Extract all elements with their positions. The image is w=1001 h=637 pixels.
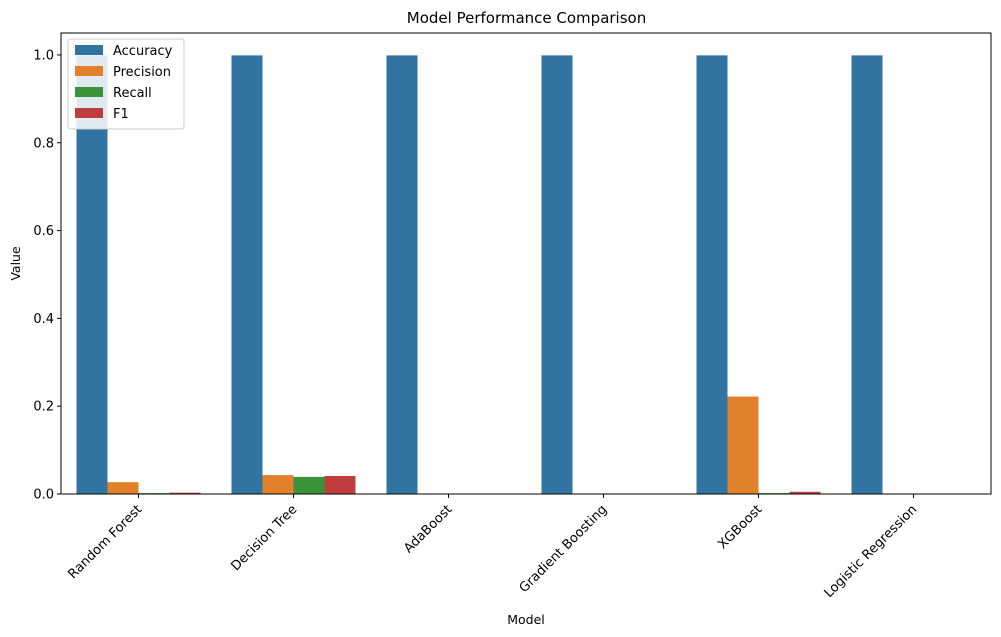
x-tick-label: AdaBoost: [401, 502, 455, 556]
bar-f1-4: [789, 491, 821, 494]
x-tick-label: Logistic Regression: [822, 502, 921, 601]
x-tick-label: Random Forest: [66, 502, 146, 582]
plot-frame: [60, 32, 992, 495]
legend: Accuracy Precision Recall F1: [67, 38, 185, 130]
legend-label-f1: F1: [113, 107, 129, 122]
y-axis: 0.0 0.2 0.4 0.6 0.8 1.0: [33, 48, 61, 503]
legend-swatch-precision: [75, 66, 103, 76]
x-tick-label: Gradient Boosting: [517, 502, 611, 596]
legend-box: [67, 38, 185, 130]
bar-precision-4: [727, 396, 759, 494]
legend-label-precision: Precision: [113, 65, 171, 80]
y-tick-label: 1.0: [33, 48, 54, 63]
y-tick-label: 0.2: [33, 400, 54, 415]
bar-accuracy-5: [851, 55, 883, 494]
bar-accuracy-2: [386, 55, 418, 494]
x-tick-label: Decision Tree: [229, 502, 301, 574]
bar-accuracy-4: [696, 55, 728, 494]
bar-precision-0: [107, 482, 139, 494]
bar-f1-1: [324, 476, 356, 494]
y-tick-label: 0.8: [33, 136, 54, 151]
x-axis-label: Model: [507, 612, 545, 627]
bar-accuracy-3: [541, 55, 573, 494]
legend-swatch-recall: [75, 87, 103, 97]
chart-title: Model Performance Comparison: [407, 9, 646, 27]
y-axis-label: Value: [8, 246, 23, 281]
bar-f1-0: [169, 492, 201, 494]
legend-swatch-accuracy: [75, 45, 103, 55]
legend-label-recall: Recall: [113, 86, 152, 101]
x-axis: Random Forest Decision Tree AdaBoost Gradie…: [66, 494, 921, 601]
y-tick-label: 0.0: [33, 488, 54, 503]
legend-label-accuracy: Accuracy: [113, 44, 173, 59]
bar-accuracy-1: [231, 55, 263, 494]
bar-precision-1: [262, 475, 294, 494]
legend-swatch-f1: [75, 108, 103, 118]
y-tick-label: 0.6: [33, 224, 54, 239]
bar-recall-1: [293, 476, 325, 494]
y-tick-label: 0.4: [33, 312, 54, 327]
x-tick-label: XGBoost: [715, 502, 765, 552]
bars-group: [76, 55, 883, 494]
